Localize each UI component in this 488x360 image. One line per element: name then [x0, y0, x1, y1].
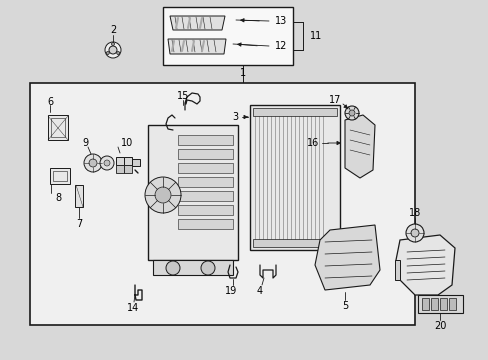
Circle shape [109, 46, 117, 54]
Polygon shape [395, 235, 454, 295]
Circle shape [345, 106, 358, 120]
Polygon shape [170, 16, 224, 30]
Bar [132, 159, 140, 166]
Polygon shape [314, 225, 379, 290]
Polygon shape [148, 125, 238, 260]
Circle shape [84, 154, 102, 172]
Bar [178, 163, 232, 173]
Bar [249, 105, 339, 250]
Text: 17: 17 [328, 95, 340, 105]
Text: 14: 14 [126, 303, 139, 313]
Text: 2: 2 [110, 25, 116, 35]
Text: 19: 19 [224, 286, 237, 296]
Polygon shape [153, 260, 232, 275]
Text: 6: 6 [47, 97, 53, 107]
Text: 11: 11 [309, 31, 322, 41]
Bar [50, 168, 70, 184]
Text: 16: 16 [306, 138, 318, 148]
Circle shape [410, 229, 418, 237]
Bar [75, 185, 83, 207]
Text: 10: 10 [121, 138, 133, 148]
Bar [178, 149, 232, 159]
Polygon shape [345, 115, 374, 178]
Bar [448, 298, 455, 310]
Text: 15: 15 [177, 91, 189, 101]
Circle shape [111, 42, 114, 45]
Text: 8: 8 [55, 193, 61, 203]
Circle shape [117, 51, 120, 54]
Circle shape [201, 261, 215, 275]
Bar [124, 157, 132, 165]
Bar [421, 298, 428, 310]
Bar [252, 108, 336, 116]
Bar [51, 118, 65, 137]
Bar [252, 239, 336, 247]
Circle shape [105, 42, 121, 58]
Bar [53, 171, 67, 181]
Circle shape [348, 110, 354, 116]
Circle shape [89, 159, 97, 167]
Circle shape [104, 160, 110, 166]
Text: 20: 20 [433, 321, 445, 331]
Bar [116, 165, 124, 173]
Circle shape [145, 177, 181, 213]
Bar [48, 115, 68, 140]
Bar [178, 219, 232, 229]
Polygon shape [168, 39, 225, 54]
Bar [116, 157, 124, 165]
Text: 9: 9 [82, 138, 88, 148]
Bar [178, 135, 232, 145]
Bar [178, 205, 232, 215]
Text: 4: 4 [256, 286, 263, 296]
Bar [178, 177, 232, 187]
Text: 12: 12 [274, 41, 287, 51]
Circle shape [405, 224, 423, 242]
Bar [439, 298, 446, 310]
Bar [163, 7, 292, 65]
Text: 7: 7 [76, 219, 82, 229]
Bar [417, 295, 462, 313]
Circle shape [100, 156, 114, 170]
Text: 5: 5 [341, 301, 347, 311]
Text: 1: 1 [240, 68, 245, 78]
Circle shape [165, 261, 180, 275]
Bar [124, 165, 132, 173]
Bar [30, 83, 414, 325]
Circle shape [155, 187, 171, 203]
Bar [430, 298, 437, 310]
Text: 13: 13 [274, 16, 286, 26]
Text: 18: 18 [408, 208, 420, 218]
Circle shape [106, 51, 109, 54]
Bar [178, 191, 232, 201]
Polygon shape [394, 260, 399, 280]
Text: 3: 3 [231, 112, 238, 122]
